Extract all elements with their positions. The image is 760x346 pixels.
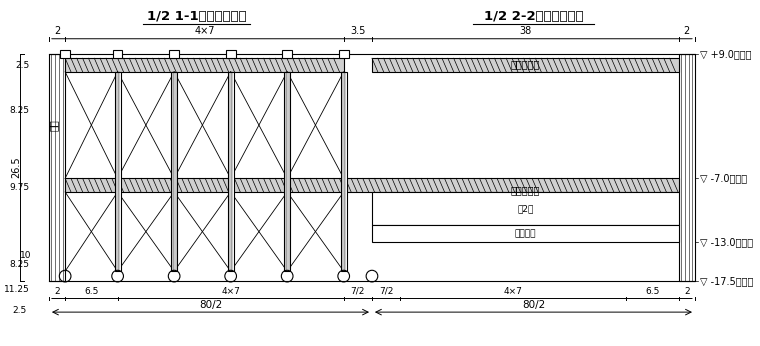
Text: 80/2: 80/2 xyxy=(522,300,545,310)
Text: 26.5: 26.5 xyxy=(11,157,21,179)
Text: 2.5: 2.5 xyxy=(15,61,30,70)
Text: ▽ +9.0吊箱顶: ▽ +9.0吊箱顶 xyxy=(700,49,752,59)
Bar xyxy=(49,54,65,281)
Text: 底层内支撇: 底层内支撇 xyxy=(511,185,540,195)
Text: 2: 2 xyxy=(684,26,690,36)
Text: 6.5: 6.5 xyxy=(645,286,660,295)
Text: 2.5: 2.5 xyxy=(12,307,27,316)
Bar xyxy=(226,51,236,58)
Text: 4×7: 4×7 xyxy=(194,26,214,36)
Text: 7/2: 7/2 xyxy=(350,286,365,295)
Bar xyxy=(282,51,292,58)
Text: 80/2: 80/2 xyxy=(199,300,222,310)
Text: ▽ -13.0承台底: ▽ -13.0承台底 xyxy=(700,237,753,247)
Bar xyxy=(171,72,177,271)
Text: 11.25: 11.25 xyxy=(4,285,30,294)
Bar xyxy=(372,192,679,225)
Bar xyxy=(169,51,179,58)
Text: ▽ -7.0承台顶: ▽ -7.0承台顶 xyxy=(700,173,747,183)
Bar xyxy=(679,54,695,281)
Bar xyxy=(65,178,679,192)
Text: 2: 2 xyxy=(54,286,60,295)
Text: 2: 2 xyxy=(54,26,60,36)
Text: 6.5: 6.5 xyxy=(84,286,99,295)
Bar xyxy=(112,51,122,58)
Text: 38: 38 xyxy=(519,26,531,36)
Text: 吸杆: 吸杆 xyxy=(49,119,59,131)
Bar xyxy=(65,58,344,72)
Bar xyxy=(339,51,349,58)
Text: 分2次: 分2次 xyxy=(518,204,534,213)
Bar xyxy=(372,192,679,225)
Bar xyxy=(115,72,121,271)
Text: 7/2: 7/2 xyxy=(379,286,393,295)
Text: 4×7: 4×7 xyxy=(221,286,240,295)
Text: ▽ -17.5吊箱底: ▽ -17.5吊箱底 xyxy=(700,276,753,286)
Text: 3.5: 3.5 xyxy=(350,26,366,36)
Bar xyxy=(60,51,70,58)
Text: 10: 10 xyxy=(20,251,31,260)
Bar xyxy=(284,72,290,271)
Bar xyxy=(228,72,233,271)
Text: 顶层内支撇: 顶层内支撇 xyxy=(511,59,540,69)
Text: 8.25: 8.25 xyxy=(10,107,30,116)
Bar xyxy=(340,72,347,271)
Bar xyxy=(372,58,679,72)
Text: 浇注承台: 浇注承台 xyxy=(515,229,536,238)
Text: 4×7: 4×7 xyxy=(504,286,523,295)
Text: 2: 2 xyxy=(684,286,689,295)
Text: 9.75: 9.75 xyxy=(9,183,30,192)
Text: 1/2 1-1（封底施工）: 1/2 1-1（封底施工） xyxy=(147,10,246,23)
Text: 8.25: 8.25 xyxy=(10,261,30,270)
Bar xyxy=(372,225,679,243)
Text: 1/2 2-2（承台施工）: 1/2 2-2（承台施工） xyxy=(483,10,583,23)
Bar xyxy=(372,225,679,243)
